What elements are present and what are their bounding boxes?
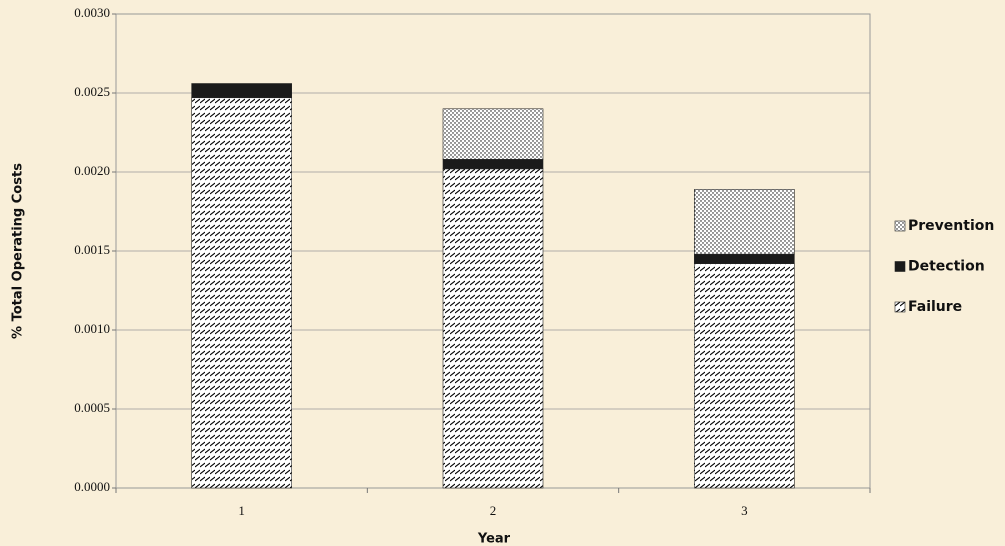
y-tick-label: 0.0025	[74, 84, 110, 99]
x-tick-label: 2	[490, 503, 497, 518]
y-tick-label: 0.0030	[74, 5, 110, 20]
bar-segment	[191, 83, 292, 99]
y-tick-label: 0.0010	[74, 321, 110, 336]
bar-segment	[442, 108, 544, 160]
bar-segment	[694, 189, 795, 255]
legend-swatch	[894, 301, 906, 313]
y-tick-label: 0.0005	[74, 400, 110, 415]
y-tick-label: 0.0000	[74, 479, 110, 494]
x-axis-title: Year	[477, 532, 511, 546]
y-tick-label: 0.0015	[74, 242, 110, 257]
legend-label: Prevention	[908, 218, 994, 234]
y-axis-title: % Total Operating Costs	[11, 163, 26, 339]
bar-segment	[191, 97, 292, 489]
legend-label: Detection	[908, 259, 985, 275]
bar-segment	[442, 168, 544, 489]
legend-swatch	[894, 220, 906, 232]
bar-segment	[442, 159, 544, 170]
x-tick-label: 1	[238, 503, 245, 518]
y-tick-label: 0.0020	[74, 163, 110, 178]
legend-swatch	[894, 261, 906, 272]
legend-label: Failure	[908, 299, 962, 315]
x-tick-label: 3	[741, 503, 748, 518]
bar-segment	[694, 263, 795, 489]
bar-segment	[694, 253, 795, 264]
